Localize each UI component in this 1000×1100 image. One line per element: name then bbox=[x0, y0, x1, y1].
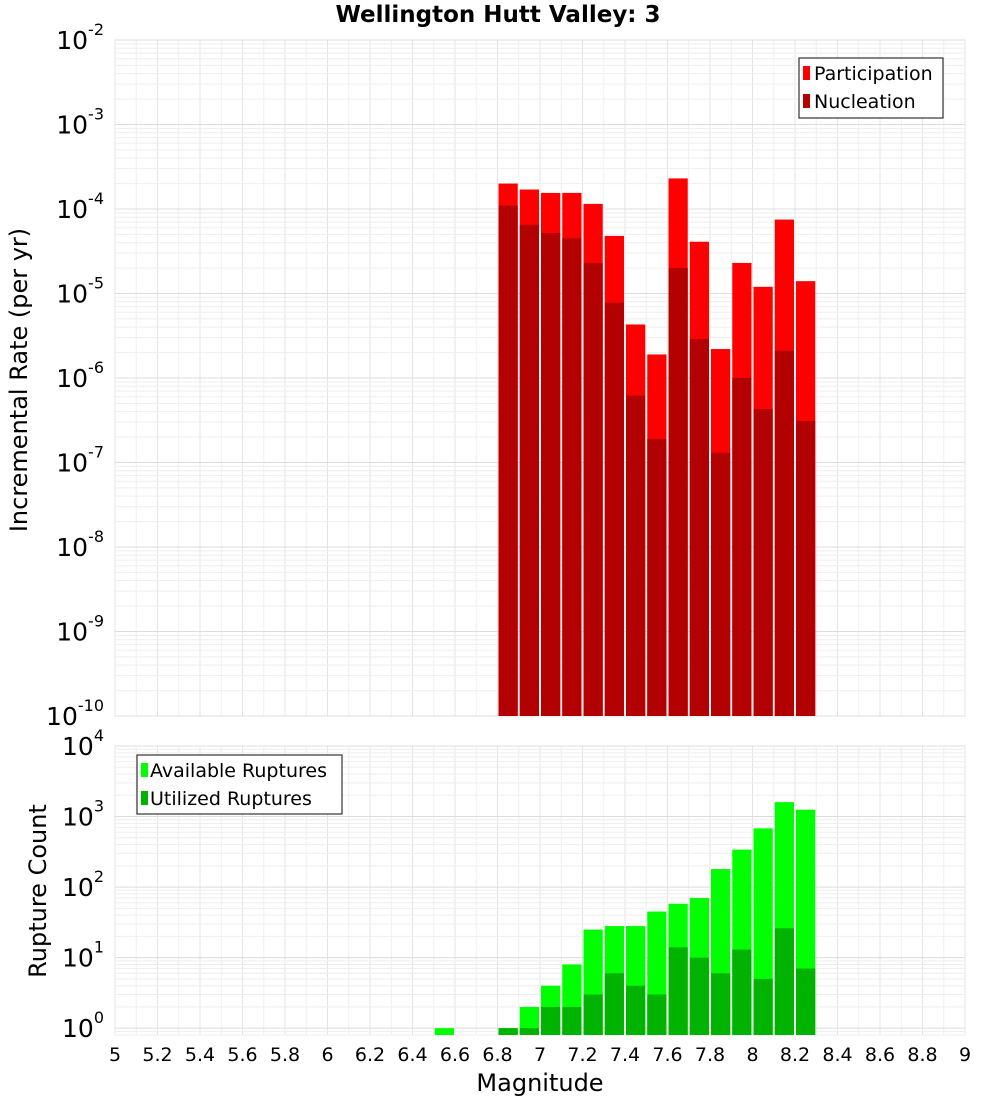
count-legend-box bbox=[136, 754, 343, 815]
x-tick-label: 7.6 bbox=[652, 1044, 682, 1066]
rate-y-tick-label: 10-2 bbox=[56, 20, 104, 55]
magnitude-x-ticks: 5 5.2 5.4 5.6 5.8 6 6.2 6.4 6.6 6.8 7 7.2 7.4 7.6 7.8 8… bbox=[109, 1044, 971, 1066]
nucleation-bar bbox=[519, 224, 539, 716]
rate-y-tick-label: 10-3 bbox=[56, 105, 104, 140]
utilized-ruptures-bar bbox=[626, 985, 646, 1035]
available-legend-swatch bbox=[141, 763, 148, 777]
x-tick-label: 5 bbox=[109, 1044, 121, 1066]
nucleation-bar bbox=[583, 262, 603, 716]
x-tick-label: 5.4 bbox=[185, 1044, 215, 1066]
x-tick-label: 8 bbox=[746, 1044, 758, 1066]
count-legend: Available Ruptures Utilized Ruptures bbox=[136, 754, 343, 815]
rate-y-ticks: 10-10 10-9 10-8 10-7 10-6 10-5 10-4 10-3 10-2 bbox=[46, 20, 104, 731]
rate-y-tick-label: 10-6 bbox=[56, 358, 104, 393]
rate-panel: 10-10 10-9 10-8 10-7 10-6 10-5 10-4 10-3 10-2 In… bbox=[5, 20, 966, 731]
utilized-ruptures-bar bbox=[647, 994, 667, 1035]
nucleation-bar bbox=[562, 238, 582, 717]
utilized-ruptures-bar bbox=[753, 978, 773, 1035]
utilized-ruptures-bar bbox=[562, 1006, 582, 1035]
nucleation-legend-swatch bbox=[803, 94, 810, 108]
x-tick-label: 8.4 bbox=[822, 1044, 852, 1066]
rate-y-tick-label: 10-9 bbox=[56, 612, 104, 647]
utilized-ruptures-bar bbox=[668, 947, 688, 1035]
participation-legend-label: Participation bbox=[814, 63, 933, 85]
x-tick-label: 8.2 bbox=[780, 1044, 810, 1066]
nucleation-bar bbox=[541, 232, 561, 716]
count-panel: 100 101 102 103 104 5 5.2 5.4 5.6 5.8 6 6.2 6.4 6.6 6… bbox=[24, 726, 971, 1097]
x-tick-label: 7 bbox=[534, 1044, 546, 1066]
x-tick-label: 7.2 bbox=[567, 1044, 597, 1066]
rate-grid bbox=[114, 39, 966, 717]
magnitude-x-axis-label: Magnitude bbox=[476, 1069, 603, 1097]
chart-title: Wellington Hutt Valley: 3 bbox=[335, 2, 660, 28]
rate-y-tick-label: 10-5 bbox=[56, 274, 104, 309]
x-tick-label: 6 bbox=[321, 1044, 333, 1066]
utilized-ruptures-bar bbox=[689, 957, 709, 1035]
utilized-ruptures-bar bbox=[774, 928, 794, 1035]
count-y-tick-label: 103 bbox=[62, 797, 104, 832]
rate-legend-box bbox=[798, 57, 944, 119]
nucleation-bar bbox=[626, 395, 646, 716]
available-legend-label: Available Ruptures bbox=[150, 760, 327, 782]
available-ruptures-bar bbox=[519, 1006, 539, 1035]
utilized-ruptures-bar bbox=[604, 973, 624, 1035]
rate-y-tick-label: 10-7 bbox=[56, 443, 104, 478]
x-tick-label: 7.4 bbox=[610, 1044, 640, 1066]
nucleation-bar bbox=[796, 420, 816, 716]
available-ruptures-bar bbox=[434, 1028, 454, 1035]
utilized-ruptures-bar bbox=[583, 994, 603, 1035]
nucleation-legend-label: Nucleation bbox=[814, 91, 916, 113]
x-tick-label: 6.8 bbox=[482, 1044, 512, 1066]
nucleation-bar bbox=[498, 205, 518, 716]
nucleation-bar bbox=[689, 338, 709, 716]
rate-y-tick-label: 10-10 bbox=[46, 696, 104, 731]
count-y-tick-label: 102 bbox=[62, 867, 104, 902]
utilized-ruptures-bar bbox=[541, 1006, 561, 1035]
x-tick-label: 8.8 bbox=[907, 1044, 937, 1066]
x-tick-label: 8.6 bbox=[865, 1044, 895, 1066]
utilized-ruptures-bar bbox=[796, 968, 816, 1035]
utilized-ruptures-bar bbox=[498, 1028, 518, 1035]
count-y-tick-label: 104 bbox=[62, 726, 104, 761]
x-tick-label: 6.6 bbox=[440, 1044, 470, 1066]
rate-y-axis-label: Incremental Rate (per yr) bbox=[5, 228, 33, 532]
utilized-ruptures-bar bbox=[732, 949, 752, 1035]
utilized-ruptures-bar bbox=[519, 1028, 539, 1035]
x-tick-label: 5.8 bbox=[270, 1044, 300, 1066]
x-tick-label: 9 bbox=[959, 1044, 971, 1066]
utilized-legend-swatch bbox=[141, 791, 148, 805]
rate-legend: Participation Nucleation bbox=[798, 57, 944, 119]
x-tick-label: 7.8 bbox=[695, 1044, 725, 1066]
nucleation-bar bbox=[647, 438, 667, 716]
nucleation-bar bbox=[774, 350, 794, 716]
nucleation-bar bbox=[668, 268, 688, 716]
x-tick-label: 5.6 bbox=[227, 1044, 257, 1066]
nucleation-bar bbox=[711, 452, 731, 716]
rate-y-tick-label: 10-8 bbox=[56, 527, 104, 562]
participation-legend-swatch bbox=[803, 66, 810, 80]
x-tick-label: 6.2 bbox=[355, 1044, 385, 1066]
rate-bars bbox=[498, 178, 816, 717]
nucleation-bar bbox=[753, 408, 773, 716]
count-y-tick-label: 100 bbox=[62, 1008, 104, 1043]
rate-y-tick-label: 10-4 bbox=[56, 189, 104, 224]
count-y-ticks: 100 101 102 103 104 bbox=[62, 726, 104, 1043]
x-tick-label: 5.2 bbox=[142, 1044, 172, 1066]
count-bars bbox=[434, 802, 816, 1035]
nucleation-bar bbox=[732, 378, 752, 716]
count-y-tick-label: 101 bbox=[62, 938, 104, 973]
count-y-axis-label: Rupture Count bbox=[24, 804, 52, 978]
nucleation-bar bbox=[604, 302, 624, 716]
utilized-legend-label: Utilized Ruptures bbox=[150, 788, 312, 810]
utilized-ruptures-bar bbox=[711, 973, 731, 1035]
x-tick-label: 6.4 bbox=[397, 1044, 427, 1066]
